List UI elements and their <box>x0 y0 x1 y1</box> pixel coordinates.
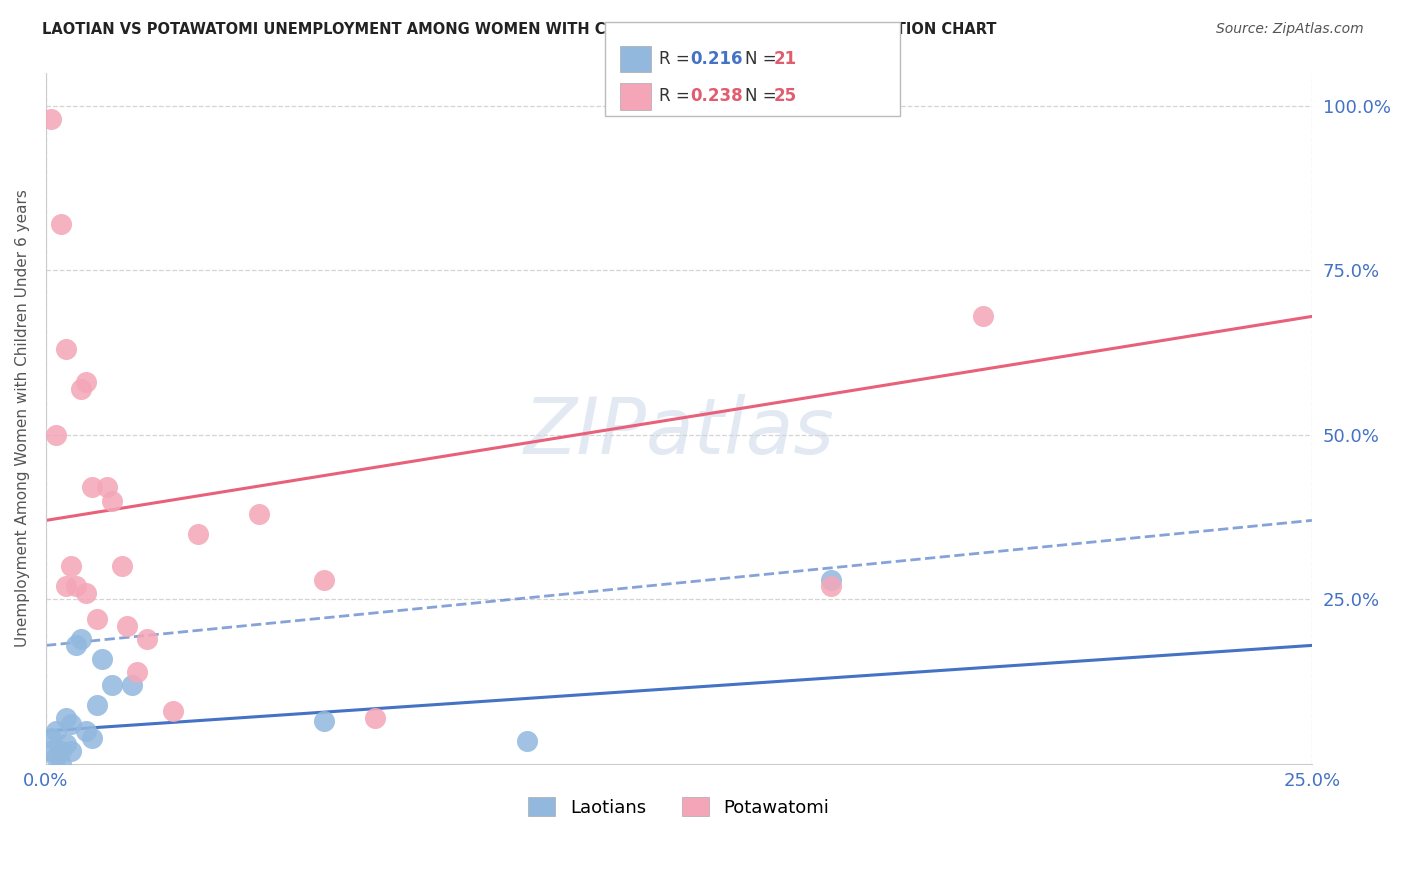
Point <box>314 714 336 728</box>
Point <box>70 382 93 396</box>
Point <box>820 579 842 593</box>
Point <box>121 678 143 692</box>
Point <box>55 579 77 593</box>
Point <box>45 750 67 764</box>
Point <box>51 217 73 231</box>
Point <box>55 737 77 751</box>
Point <box>39 744 62 758</box>
Point <box>101 678 124 692</box>
Y-axis label: Unemployment Among Women with Children Under 6 years: Unemployment Among Women with Children U… <box>15 189 30 648</box>
Text: Source: ZipAtlas.com: Source: ZipAtlas.com <box>1216 22 1364 37</box>
Point <box>247 507 270 521</box>
Point <box>45 723 67 738</box>
Point <box>115 618 138 632</box>
Text: R =: R = <box>659 87 696 105</box>
Point <box>820 573 842 587</box>
Point <box>39 731 62 745</box>
Point <box>187 526 209 541</box>
Text: R =: R = <box>659 50 696 68</box>
Point <box>80 731 103 745</box>
Point <box>972 310 994 324</box>
Point <box>76 586 98 600</box>
Point <box>60 717 83 731</box>
Point <box>364 711 387 725</box>
Point <box>96 481 118 495</box>
Point <box>80 481 103 495</box>
Text: 0.238: 0.238 <box>690 87 742 105</box>
Point <box>45 428 67 442</box>
Text: 21: 21 <box>773 50 796 68</box>
Text: ZIPatlas: ZIPatlas <box>523 394 834 470</box>
Text: N =: N = <box>745 50 782 68</box>
Point <box>516 733 538 747</box>
Point <box>60 744 83 758</box>
Point <box>55 343 77 357</box>
Point <box>314 573 336 587</box>
Point <box>86 612 108 626</box>
Point <box>162 704 184 718</box>
Point <box>39 112 62 126</box>
Point <box>65 579 87 593</box>
Point <box>76 723 98 738</box>
Text: 0.216: 0.216 <box>690 50 742 68</box>
Point <box>70 632 93 646</box>
Point <box>55 711 77 725</box>
Text: N =: N = <box>745 87 782 105</box>
Point <box>101 493 124 508</box>
Point <box>51 756 73 771</box>
Point <box>111 559 134 574</box>
Point <box>60 559 83 574</box>
Point <box>76 375 98 389</box>
Text: 25: 25 <box>773 87 796 105</box>
Point <box>136 632 159 646</box>
Point <box>127 665 149 679</box>
Legend: Laotians, Potawatomi: Laotians, Potawatomi <box>522 790 837 824</box>
Point <box>65 639 87 653</box>
Point <box>51 744 73 758</box>
Text: LAOTIAN VS POTAWATOMI UNEMPLOYMENT AMONG WOMEN WITH CHILDREN UNDER 6 YEARS CORRE: LAOTIAN VS POTAWATOMI UNEMPLOYMENT AMONG… <box>42 22 997 37</box>
Point <box>90 651 112 665</box>
Point <box>86 698 108 712</box>
